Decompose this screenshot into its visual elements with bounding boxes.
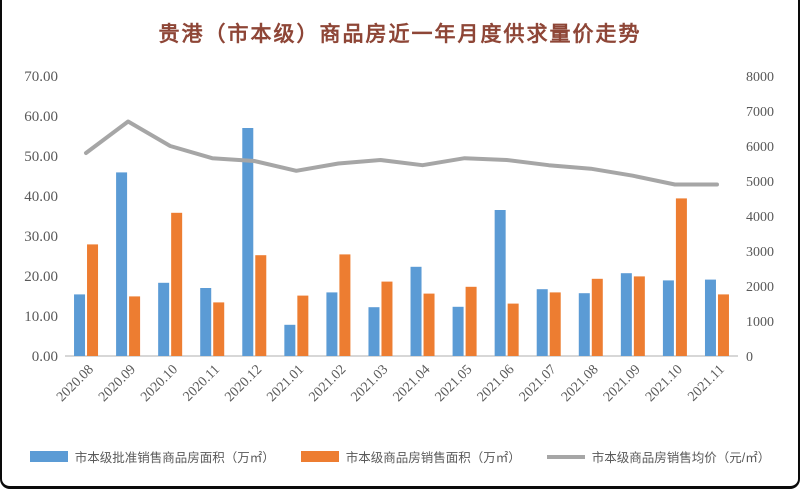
bar-sold-area	[297, 295, 309, 356]
x-axis-tick-label: 2020.12	[222, 362, 265, 405]
bar-approved-area	[74, 294, 86, 356]
bar-approved-area	[200, 288, 212, 356]
chart-canvas: 0.00 10.00 20.00 30.00 40.00 50.00 60.00 70.00 0…	[24, 69, 774, 405]
bar-approved-area	[494, 210, 506, 356]
bar-sold-area	[549, 292, 561, 356]
left-axis-tick-label: 30.00	[24, 229, 58, 245]
x-axis-tick-label: 2020.11	[181, 362, 223, 404]
bar-approved-area	[368, 307, 380, 356]
approved-area-swatch	[29, 451, 68, 462]
bar-approved-area	[242, 128, 254, 356]
left-axis-tick-label: 70.00	[24, 69, 58, 85]
x-axis-tick-label: 2021.07	[517, 362, 560, 405]
right-axis-tick-label: 0	[746, 350, 753, 365]
right-axis-tick-label: 2000	[746, 280, 774, 295]
x-axis-tick-label: 2021.06	[475, 362, 518, 405]
right-axis-tick-label: 3000	[746, 245, 774, 260]
sold-area-swatch	[300, 451, 339, 462]
x-axis-tick-label: 2021.11	[685, 362, 727, 404]
bar-sold-area	[633, 276, 645, 356]
left-axis-tick-label: 20.00	[24, 269, 58, 285]
bar-sold-area	[423, 293, 435, 356]
bar-sold-area	[591, 278, 603, 356]
x-axis-tick-label: 2021.01	[264, 362, 307, 405]
bar-sold-area	[129, 296, 141, 356]
avg-price-line	[84, 119, 719, 187]
left-axis-tick-label: 10.00	[24, 309, 58, 325]
bar-approved-area	[536, 289, 548, 356]
x-axis-tick-label: 2021.05	[433, 362, 476, 405]
bar-approved-area	[578, 293, 590, 356]
legend-label-sold-area: 市本级商品房销售面积（万㎡）	[345, 451, 521, 465]
avg-price-line-swatch	[546, 454, 585, 459]
bar-sold-area	[171, 212, 183, 356]
bar-sold-area	[255, 255, 267, 356]
bar-approved-area	[662, 280, 674, 356]
bar-approved-area	[704, 279, 716, 356]
bar-sold-area	[465, 286, 477, 356]
right-axis-tick-label: 7000	[746, 105, 774, 120]
legend-item-sold-area: 市本级商品房销售面积（万㎡）	[300, 447, 521, 466]
right-axis-tick-label: 1000	[746, 315, 774, 330]
x-axis-tick-label: 2021.03	[349, 362, 392, 405]
bar-approved-area	[284, 324, 296, 356]
bar-approved-area	[620, 273, 632, 356]
x-axis-tick-label: 2020.09	[96, 362, 139, 405]
left-axis-tick-label: 40.00	[24, 189, 58, 205]
bar-sold-area	[213, 302, 225, 356]
x-axis-tick-label: 2021.02	[306, 362, 349, 405]
x-axis-tick-label: 2021.04	[391, 362, 434, 405]
x-axis-tick-label: 2021.09	[601, 362, 644, 405]
bar-sold-area	[675, 198, 687, 356]
right-axis-tick-label: 4000	[746, 210, 774, 225]
bar-sold-area	[339, 254, 351, 356]
bar-approved-area	[410, 266, 422, 356]
x-axis-tick-label: 2021.10	[643, 362, 686, 405]
x-axis-tick-label: 2021.08	[559, 362, 602, 405]
left-axis-tick-label: 0.00	[32, 349, 58, 365]
legend-item-approved-area: 市本级批准销售商品房面积（万㎡）	[29, 447, 275, 466]
right-axis-tick-label: 6000	[746, 140, 774, 155]
legend-label-avg-price: 市本级商品房销售均价（元/㎡）	[591, 451, 771, 465]
bar-sold-area	[87, 244, 99, 356]
right-axis-tick-label: 8000	[746, 70, 774, 85]
bar-sold-area	[381, 281, 393, 356]
legend-label-approved-area: 市本级批准销售商品房面积（万㎡）	[74, 451, 275, 465]
right-axis-tick-label: 5000	[746, 175, 774, 190]
bar-approved-area	[116, 172, 128, 356]
bar-approved-area	[452, 306, 464, 356]
left-axis-tick-label: 50.00	[24, 149, 58, 165]
left-axis-tick-label: 60.00	[24, 109, 58, 125]
x-axis-tick-label: 2020.08	[54, 362, 97, 405]
bar-sold-area	[717, 294, 729, 356]
bar-approved-area	[158, 282, 170, 356]
bar-approved-area	[326, 292, 338, 356]
legend-item-avg-price: 市本级商品房销售均价（元/㎡）	[546, 447, 771, 466]
x-axis-tick-label: 2020.10	[138, 362, 181, 405]
bar-sold-area	[507, 303, 519, 356]
chart-legend: 市本级批准销售商品房面积（万㎡） 市本级商品房销售面积（万㎡） 市本级商品房销售…	[0, 447, 800, 466]
chart-title: 贵港（市本级）商品房近一年月度供求量价走势	[158, 22, 642, 46]
